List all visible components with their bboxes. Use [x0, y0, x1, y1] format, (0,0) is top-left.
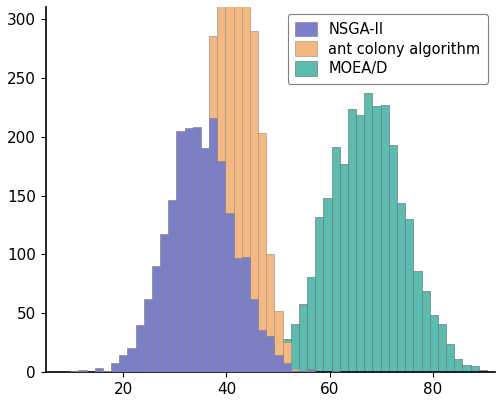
Bar [339, 164, 347, 372]
Bar [282, 342, 290, 372]
Bar [258, 363, 266, 372]
Bar [266, 357, 274, 372]
Bar [208, 118, 217, 372]
Bar [421, 291, 429, 372]
Bar [469, 366, 478, 372]
Bar [233, 258, 241, 372]
Bar [274, 311, 282, 372]
Bar [266, 336, 274, 372]
Bar [184, 315, 192, 372]
Bar [429, 315, 437, 372]
Bar [249, 31, 258, 372]
Bar [225, 371, 233, 372]
Bar [437, 324, 445, 372]
Bar [200, 148, 208, 372]
Bar [241, 366, 249, 372]
Bar [103, 371, 111, 372]
Bar [299, 304, 307, 372]
Bar [290, 369, 299, 372]
Bar [307, 277, 315, 372]
Bar [135, 325, 143, 372]
Bar [290, 371, 299, 372]
Bar [282, 363, 290, 372]
Bar [396, 202, 404, 372]
Bar [380, 105, 388, 372]
Bar [453, 360, 461, 372]
Bar [160, 234, 168, 372]
Bar [168, 200, 176, 372]
Bar [364, 93, 372, 372]
Bar [478, 370, 486, 372]
Bar [119, 355, 127, 372]
Bar [168, 358, 176, 372]
Bar [176, 131, 184, 372]
Bar [307, 369, 315, 372]
Bar [307, 370, 315, 372]
Bar [461, 365, 469, 372]
Bar [225, 0, 233, 372]
Bar [355, 116, 364, 372]
Bar [70, 371, 78, 372]
Bar [78, 370, 86, 372]
Bar [274, 344, 282, 372]
Bar [152, 370, 160, 372]
Bar [290, 324, 299, 372]
Bar [315, 217, 323, 372]
Bar [152, 266, 160, 372]
Bar [372, 106, 380, 372]
Bar [323, 198, 331, 372]
Bar [258, 133, 266, 372]
Bar [299, 371, 307, 372]
Bar [208, 36, 217, 372]
Bar [331, 147, 339, 372]
Bar [241, 0, 249, 372]
Bar [347, 109, 355, 372]
Bar [225, 213, 233, 372]
Legend: NSGA-II, ant colony algorithm, MOEA/D: NSGA-II, ant colony algorithm, MOEA/D [287, 14, 487, 84]
Bar [331, 371, 339, 372]
Bar [445, 344, 453, 372]
Bar [274, 355, 282, 372]
Bar [95, 368, 103, 372]
Bar [217, 0, 225, 372]
Bar [233, 0, 241, 372]
Bar [127, 347, 135, 372]
Bar [258, 330, 266, 372]
Bar [388, 145, 396, 372]
Bar [160, 371, 168, 372]
Bar [249, 299, 258, 372]
Bar [200, 181, 208, 372]
Bar [282, 339, 290, 372]
Bar [143, 299, 152, 372]
Bar [176, 357, 184, 372]
Bar [266, 255, 274, 372]
Bar [249, 371, 258, 372]
Bar [233, 371, 241, 372]
Bar [192, 267, 200, 372]
Bar [404, 219, 412, 372]
Bar [217, 161, 225, 372]
Bar [184, 128, 192, 372]
Bar [241, 257, 249, 372]
Bar [412, 271, 421, 372]
Bar [111, 363, 119, 372]
Bar [192, 127, 200, 372]
